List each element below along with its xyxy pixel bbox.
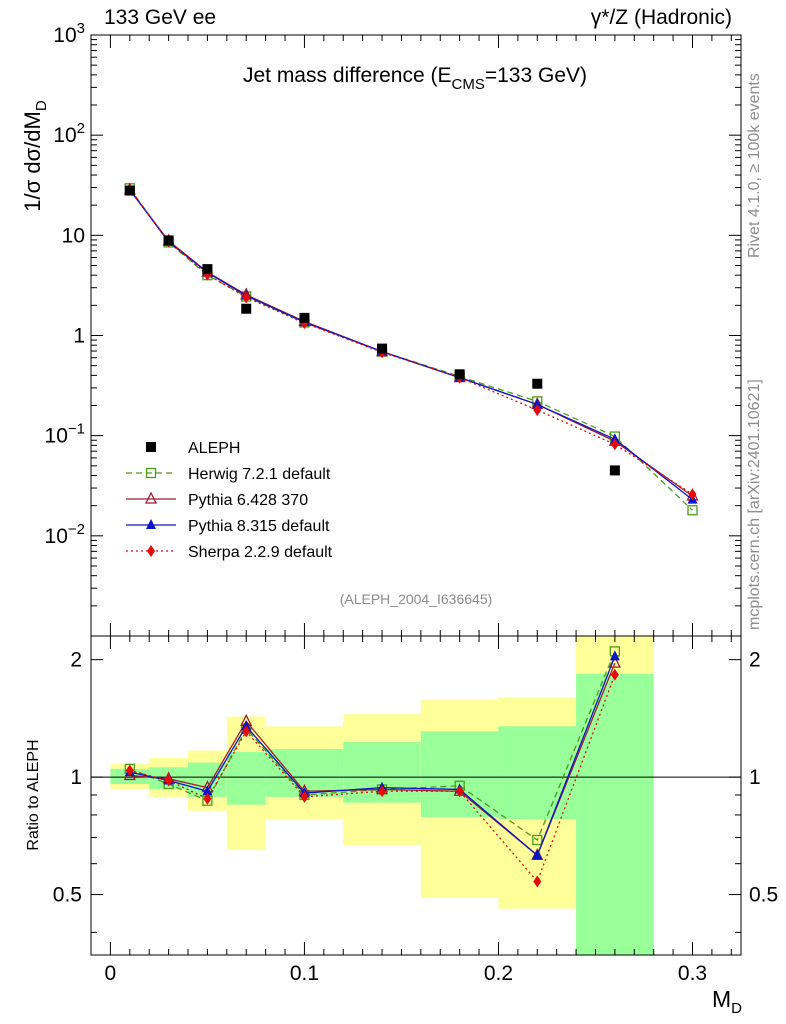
ratio-ytick-label-left-2: 2: [70, 649, 82, 672]
legend-label-2: Pythia 6.428 370: [188, 492, 308, 509]
ratio-point-3-0: [125, 764, 134, 777]
ratio-ytick-label-right-0: 0.5: [749, 884, 778, 907]
main-line-3: [129, 188, 693, 495]
header-left-label: 133 GeV ee: [104, 6, 217, 29]
xtick-label-2: 0.2: [484, 962, 513, 985]
legend: ALEPH Herwig 7.2.1 default Pythia 6.428 37…: [126, 440, 333, 561]
y-axis-label-main: 1/σ dσ/dMD: [20, 100, 50, 212]
main-point-0-9: [687, 505, 698, 516]
ratio-point-2-8: [609, 650, 620, 661]
ratio-ytick-label-left-1: 1: [70, 766, 82, 789]
header-right-label: γ*/Z (Hadronic): [590, 6, 732, 29]
legend-marker-0: [146, 442, 156, 452]
xtick-label-1: 0.1: [290, 962, 319, 985]
ratio-point-2-2: [202, 785, 213, 796]
legend-marker-2: [144, 491, 158, 504]
ratio-band-inner-8: [576, 673, 654, 955]
y-axis-label-ratio: Ratio to ALEPH: [25, 739, 42, 850]
ratio-point-3-4: [300, 790, 309, 803]
main-plot: [123, 182, 699, 516]
ratio-ytick-label-left-0: 0.5: [53, 884, 82, 907]
main-ytick-label-3: 10: [62, 224, 85, 247]
ratio-point-3-7: [533, 875, 542, 888]
xtick-label-0: 0: [105, 962, 117, 985]
analysis-tag: (ALEPH_2004_I636645): [340, 591, 493, 607]
ratio-point-3-6: [455, 785, 464, 798]
main-ytick-label-0: 10−2: [45, 521, 85, 548]
axes: 10−2 10−1 1 10 102 103 0.5 0.5 1 1 2 2 0 0.1 0.2 0.3: [45, 20, 779, 985]
ratio-point-2-7: [532, 849, 543, 860]
legend-label-1: Herwig 7.2.1 default: [188, 466, 331, 483]
main-point-3-7: [533, 404, 542, 417]
chart-title: Jet mass difference (ECMS=133 GeV): [243, 64, 587, 93]
ratio-band-inner-7: [498, 726, 577, 820]
legend-entry-2: Pythia 6.428 370: [126, 491, 308, 509]
data-point-7: [532, 378, 543, 389]
data-point-0: [124, 185, 135, 196]
ratio-point-2-3: [241, 720, 252, 731]
main-point-2-7: [532, 398, 543, 409]
ratio-point-3-8: [610, 668, 619, 681]
ratio-point-3-2: [203, 792, 212, 805]
data-point-6: [454, 369, 465, 380]
legend-label-3: Pythia 8.315 default: [188, 518, 330, 535]
legend-entry-3: Pythia 8.315 default: [126, 518, 330, 535]
ratio-band-inner-3: [226, 751, 266, 805]
data-point-3: [241, 303, 252, 314]
ratio-band-inner-6: [420, 731, 499, 818]
legend-entry-4: Sherpa 2.2.9 default: [126, 544, 333, 561]
legend-label-4: Sherpa 2.2.9 default: [188, 544, 333, 561]
data-point-1: [163, 235, 174, 246]
axis-labels: MD 1/σ dσ/dMD Ratio to ALEPH Jet mass diffe…: [20, 64, 742, 1017]
ratio-ytick-label-right-1: 1: [749, 766, 761, 789]
data-point-2: [202, 264, 213, 275]
main-ytick-label-4: 102: [53, 120, 85, 147]
main-point-3-8: [610, 438, 619, 451]
main-point-3-9: [688, 488, 697, 501]
xtick-label-3: 0.3: [678, 962, 707, 985]
legend-entry-0: ALEPH: [146, 440, 240, 457]
x-axis-label: MD: [712, 986, 742, 1017]
ratio-plot: [91, 646, 741, 888]
main-ytick-label-5: 103: [53, 20, 85, 47]
data-point-4: [299, 312, 310, 323]
ratio-point-3-5: [378, 785, 387, 798]
data-point-5: [377, 343, 388, 354]
main-point-2-8: [609, 433, 620, 444]
ratio-ytick-label-right-2: 2: [749, 649, 761, 672]
legend-marker-1: [145, 467, 157, 479]
legend-label-0: ALEPH: [188, 440, 240, 457]
main-point-3-3: [242, 291, 251, 304]
ratio-point-3-3: [242, 725, 251, 738]
legend-marker-3: [146, 519, 156, 529]
main-ytick-label-1: 10−1: [45, 421, 85, 448]
ratio-point-0-7: [532, 834, 543, 846]
legend-entry-1: Herwig 7.2.1 default: [126, 466, 331, 483]
ratio-frame: [90, 635, 742, 956]
legend-marker-4: [147, 545, 155, 557]
main-ytick-label-2: 1: [73, 325, 85, 348]
ratio-point-3-1: [164, 774, 173, 787]
data-point-8: [609, 465, 620, 476]
main-line-0: [129, 187, 693, 511]
